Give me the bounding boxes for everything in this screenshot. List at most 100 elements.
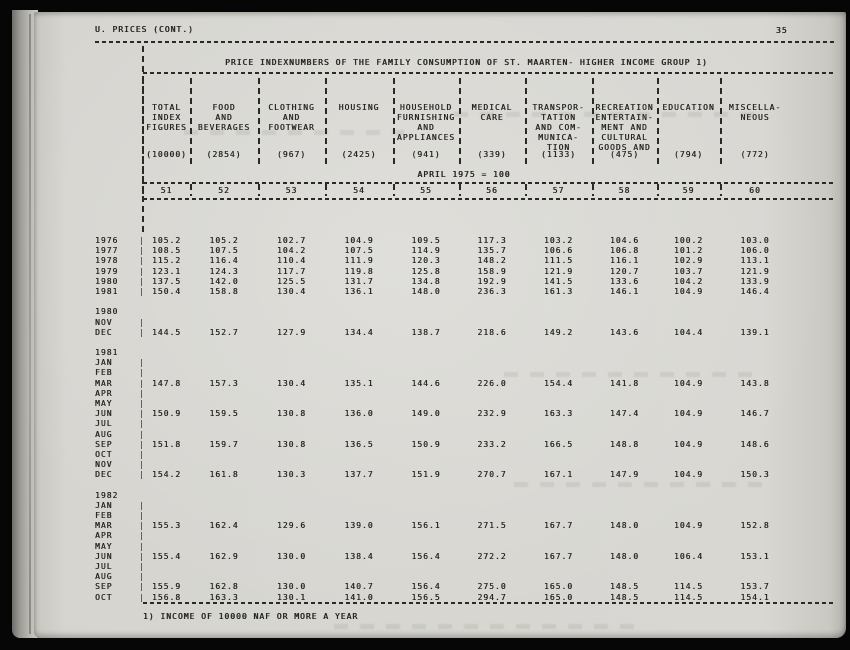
table-row: JUN | 155.4 162.9 130.0 138.4 156.4 272.2 167.7 1…: [95, 552, 790, 562]
table-cell: 104.9: [673, 378, 704, 388]
column-pipe: [190, 184, 192, 196]
row-label: MAR: [95, 521, 113, 531]
table-cell: 155.9: [151, 582, 182, 592]
table-cell: [325, 542, 393, 552]
table-cell: 125.5: [276, 276, 307, 286]
table-cell: [190, 562, 258, 572]
table-cell: [143, 501, 190, 511]
table-row: MAY |: [95, 542, 790, 552]
table-cell: 130.0: [276, 551, 307, 561]
table-cell: 152.7: [209, 327, 239, 337]
row-label: AUG: [95, 429, 113, 439]
table-cell: [592, 572, 657, 582]
table-cell: 104.4: [673, 327, 704, 337]
table-cell: [143, 318, 190, 328]
row-pipe: |: [139, 266, 145, 276]
table-cell: [657, 531, 720, 541]
table-cell: [258, 501, 325, 511]
table-cell: [190, 511, 258, 521]
table-cell: [657, 348, 720, 358]
table-cell: [657, 389, 720, 399]
table-cell: [190, 491, 258, 501]
table-cell: 148.2: [477, 256, 507, 266]
table-cell: 138.4: [344, 551, 374, 561]
column-header: MEDICAL CARE: [471, 103, 513, 122]
table-cell: 116.4: [209, 256, 239, 266]
table-cell: 130.0: [276, 582, 307, 592]
table-cell: [592, 358, 657, 368]
table-cell: 121.9: [740, 266, 770, 276]
column-weight: (475): [609, 150, 640, 159]
table-cell: [525, 430, 592, 440]
rule-bottom: [143, 602, 834, 604]
row-label: DEC: [95, 470, 113, 480]
table-cell: [720, 450, 790, 460]
table-cell: [393, 450, 459, 460]
table-cell: 119.8: [344, 266, 374, 276]
table-row: DEC | 154.2 161.8 130.3 137.7 151.9 270.7 167.1 1…: [95, 470, 790, 480]
table-cell: 106.6: [543, 246, 574, 256]
row-label: 1980: [95, 307, 119, 317]
table-cell: 134.4: [344, 327, 374, 337]
table-cell: 106.0: [740, 246, 770, 256]
table-cell: [720, 572, 790, 582]
column-pipe: [258, 184, 260, 196]
column-weight: (1133): [541, 150, 576, 159]
table-row: SEP | 155.9 162.8 130.0 140.7 156.4 275.0 165.0 1…: [95, 582, 790, 592]
table-cell: 143.6: [609, 327, 640, 337]
bleed-through: [184, 130, 404, 135]
table-cell: 141.0: [344, 592, 374, 602]
column-weights: (10000) (2854) (967) (2425) (941) (339) (1133)…: [95, 150, 790, 160]
table-cell: [592, 531, 657, 541]
table-cell: 100.2: [673, 236, 704, 245]
table-cell: [525, 399, 592, 409]
bleed-through: [514, 482, 764, 487]
table-cell: [143, 491, 190, 501]
table-cell: [258, 460, 325, 470]
table-cell: 139.1: [740, 327, 770, 337]
table-cell: [393, 430, 459, 440]
row-pipe: |: [139, 500, 145, 510]
table-cell: 130.4: [276, 286, 307, 296]
table-cell: 152.8: [740, 521, 770, 531]
table-cell: [190, 450, 258, 460]
table-cell: [657, 307, 720, 317]
table-cell: [525, 358, 592, 368]
table-cell: [459, 542, 525, 552]
table-cell: [190, 481, 258, 491]
table-cell: 156.4: [411, 582, 441, 592]
row-pipe: |: [139, 358, 145, 368]
table-cell: 114.9: [411, 246, 441, 256]
table-row: 1976 | 105.2 105.2 102.7 104.9 109.5 117.3 103.2…: [95, 236, 790, 246]
table-cell: [393, 542, 459, 552]
table-row: JAN |: [95, 358, 790, 368]
table-row: AUG |: [95, 572, 790, 582]
column-pipe: [592, 184, 594, 196]
table-cell: [720, 562, 790, 572]
table-cell: 136.5: [344, 439, 374, 449]
table-cell: 272.2: [477, 551, 507, 561]
table-cell: [393, 297, 459, 307]
table-cell: 141.8: [609, 378, 640, 388]
column-pipe: [720, 184, 722, 196]
table-cell: [525, 348, 592, 358]
row-pipe: |: [139, 409, 145, 419]
column-number: 60: [749, 186, 761, 195]
table-cell: [459, 389, 525, 399]
spacer: [95, 103, 139, 153]
table-cell: [258, 318, 325, 328]
table-cell: 158.8: [209, 286, 239, 296]
table-cell: 124.3: [209, 266, 239, 276]
table-cell: 236.3: [477, 286, 507, 296]
table-row: 1979 | 123.1 124.3 117.7 119.8 125.8 158.9 121.9…: [95, 267, 790, 277]
column-pipe: [459, 184, 461, 196]
table-cell: 107.5: [344, 246, 374, 256]
table-cell: 137.5: [151, 276, 182, 286]
table-cell: [190, 419, 258, 429]
table-cell: [325, 399, 393, 409]
table-cell: 166.5: [543, 439, 574, 449]
column-number: 53: [285, 186, 298, 195]
table-cell: 146.7: [740, 409, 770, 419]
row-pipe: |: [139, 521, 145, 531]
table-cell: [525, 307, 592, 317]
